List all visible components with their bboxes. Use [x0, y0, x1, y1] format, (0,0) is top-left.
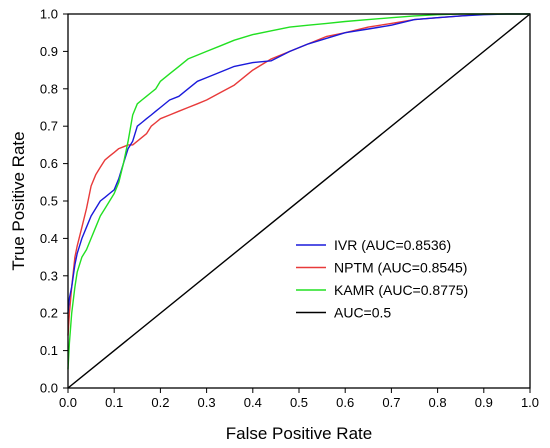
y-tick-label: 0.6: [40, 156, 58, 171]
y-tick-label: 1.0: [40, 7, 58, 22]
series-layer: [67, 13, 531, 389]
x-tick-label: 0.1: [105, 395, 123, 410]
legend: IVR (AUC=0.8536) NPTM (AUC=0.8545) KAMR (A…: [296, 237, 468, 321]
x-tick-label: 0.6: [336, 395, 354, 410]
x-tick-label: 0.7: [382, 395, 400, 410]
y-tick-label: 0.4: [40, 231, 58, 246]
y-tick-label: 0.9: [40, 44, 58, 59]
legend-label-1: NPTM (AUC=0.8545): [334, 260, 467, 276]
y-tick-label: 0.3: [40, 268, 58, 283]
x-tick-label: 1.0: [521, 395, 539, 410]
legend-label-0: IVR (AUC=0.8536): [334, 237, 451, 253]
y-tick-label: 0.0: [40, 381, 58, 396]
x-tick-label: 0.4: [244, 395, 262, 410]
x-axis-title: False Positive Rate: [226, 424, 372, 443]
y-tick-label: 0.8: [40, 81, 58, 96]
legend-label-2: KAMR (AUC=0.8775): [334, 282, 468, 298]
x-tick-label: 0.8: [429, 395, 447, 410]
legend-label-3: AUC=0.5: [334, 305, 391, 321]
x-tick-label: 0.0: [59, 395, 77, 410]
y-tick-label: 0.1: [40, 343, 58, 358]
x-tick-label: 0.9: [475, 395, 493, 410]
y-axis-title: True Positive Rate: [9, 131, 28, 270]
series-line-1: [67, 13, 530, 336]
y-axis: 0.0 0.1 0.2 0.3 0.4 0.5 0.6 0.7 0.8 0.9 1.0: [40, 7, 68, 396]
x-tick-label: 0.5: [290, 395, 308, 410]
y-tick-label: 0.5: [40, 194, 58, 209]
series-line-0: [67, 13, 530, 314]
x-axis: 0.0 0.1 0.2 0.3 0.4 0.5 0.6 0.7 0.8 0.9 1.0: [59, 388, 539, 410]
x-tick-label: 0.2: [151, 395, 169, 410]
y-tick-label: 0.2: [40, 306, 58, 321]
series-line-3: [67, 13, 531, 389]
y-tick-label: 0.7: [40, 119, 58, 134]
series-line-2: [67, 13, 530, 370]
x-tick-label: 0.3: [198, 395, 216, 410]
